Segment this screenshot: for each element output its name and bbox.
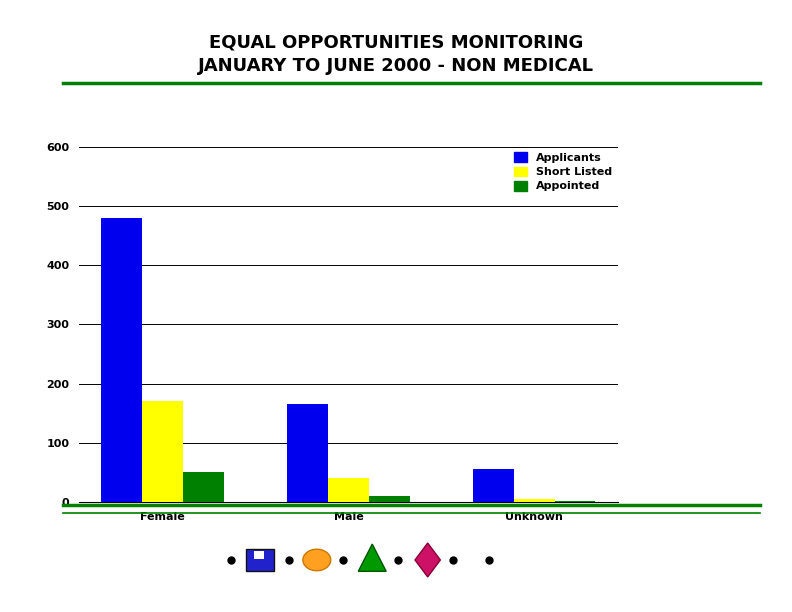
Bar [328, 478, 369, 502]
Polygon shape [415, 543, 440, 577]
FancyBboxPatch shape [246, 548, 274, 572]
Bar [369, 496, 409, 502]
Text: EQUAL OPPORTUNITIES MONITORING
JANUARY TO JUNE 2000 - NON MEDICAL: EQUAL OPPORTUNITIES MONITORING JANUARY T… [198, 34, 594, 75]
FancyBboxPatch shape [254, 551, 264, 559]
Bar [101, 218, 143, 502]
Bar [514, 499, 554, 502]
Bar [473, 469, 514, 502]
Bar [183, 472, 224, 502]
Bar [554, 501, 596, 502]
Ellipse shape [303, 549, 331, 571]
Bar [287, 404, 328, 502]
Legend: Applicants, Short Listed, Appointed: Applicants, Short Listed, Appointed [514, 152, 612, 192]
Polygon shape [358, 544, 386, 572]
Bar [143, 401, 183, 502]
